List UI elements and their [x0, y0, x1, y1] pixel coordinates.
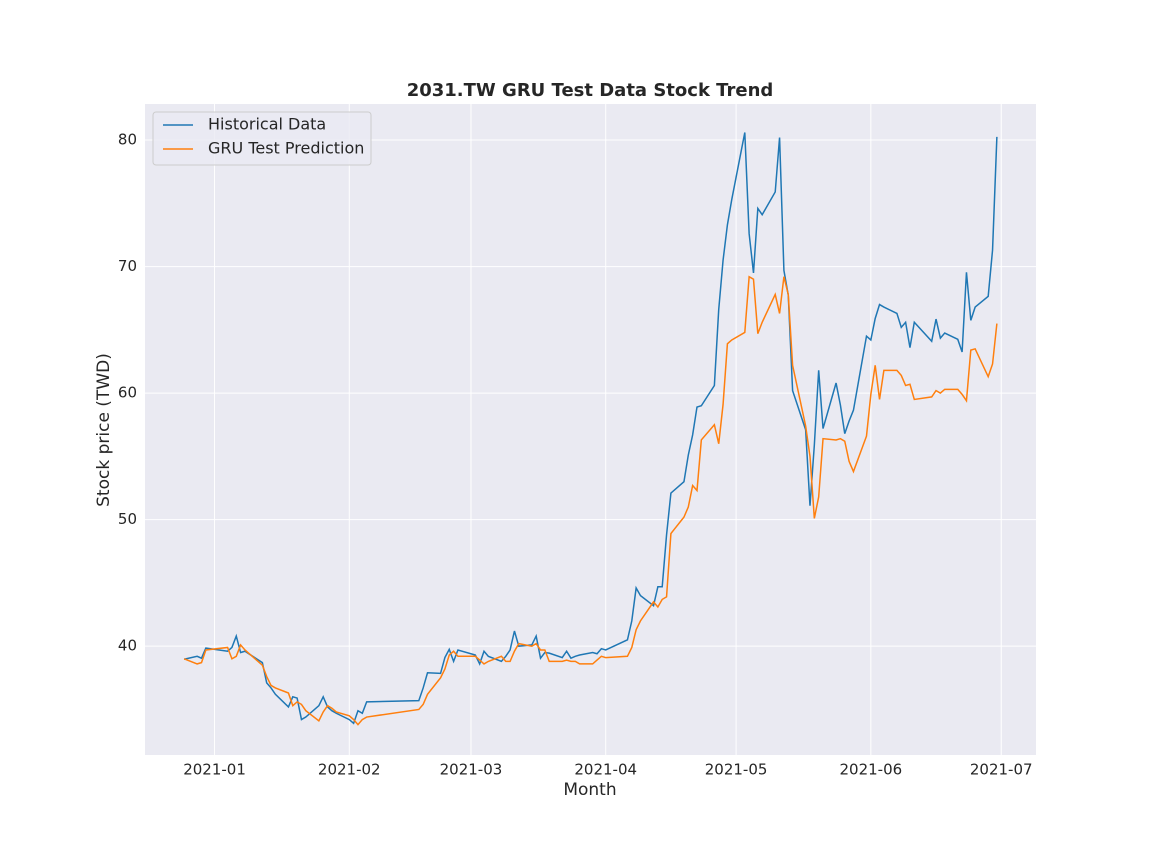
- y-tick-label: 80: [118, 131, 137, 149]
- chart-title: 2031.TW GRU Test Data Stock Trend: [407, 80, 774, 101]
- plot-area: [145, 104, 1036, 755]
- legend-box: [152, 111, 372, 166]
- x-tick-label: 2021-02: [318, 761, 381, 779]
- x-tick-label: 2021-07: [970, 761, 1033, 779]
- series-line: [183, 275, 998, 726]
- y-tick-label: 70: [118, 257, 137, 275]
- y-tick-label: 50: [118, 510, 137, 528]
- x-tick-label: 2021-04: [574, 761, 637, 779]
- x-tick-label: 2021-05: [705, 761, 768, 779]
- legend-label: GRU Test Prediction: [208, 139, 364, 158]
- x-tick-label: 2021-06: [839, 761, 902, 779]
- x-tick-label: 2021-03: [440, 761, 503, 779]
- legend-label: Historical Data: [208, 115, 326, 134]
- x-axis-label: Month: [563, 780, 616, 800]
- series-line: [183, 132, 998, 725]
- y-axis-label: Stock price (TWD): [94, 353, 114, 507]
- y-tick-label: 40: [118, 637, 137, 655]
- x-tick-label: 2021-01: [183, 761, 246, 779]
- y-tick-label: 60: [118, 384, 137, 402]
